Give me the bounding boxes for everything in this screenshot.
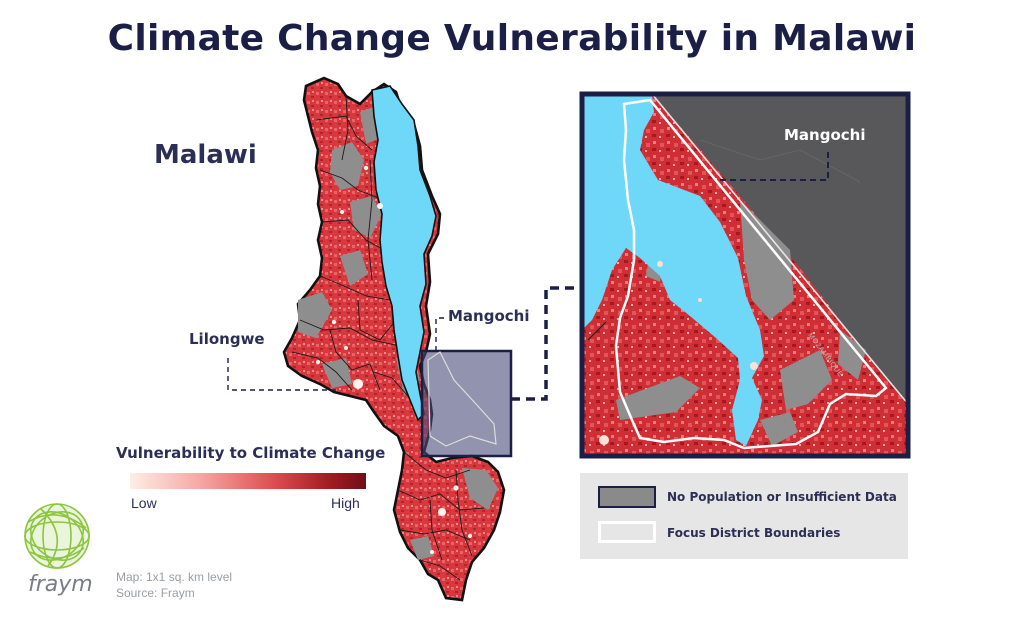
- vulnerability-color-scale: [130, 473, 366, 489]
- page-title: Climate Change Vulnerability in Malawi: [107, 18, 917, 59]
- malawi-outline: [282, 76, 506, 602]
- no-data-swatch: [598, 486, 656, 508]
- inset-district-boundary: [614, 98, 888, 450]
- lilongwe-leader: [227, 358, 340, 391]
- inset-connector: [511, 286, 580, 401]
- legend-low-label: Low: [131, 495, 157, 511]
- legend-high-label: High: [331, 495, 360, 511]
- mangochi-inset-map: [579, 91, 911, 459]
- inset-mangochi-label: Mangochi: [784, 126, 866, 144]
- boundary-legend-label: Focus District Boundaries: [667, 526, 841, 540]
- no-data-legend-label: No Population or Insufficient Data: [667, 490, 897, 504]
- fraym-logo-text: fraym: [28, 572, 93, 597]
- legend-title: Vulnerability to Climate Change: [116, 444, 386, 462]
- mangochi-label: Mangochi: [448, 307, 530, 325]
- source-note: Map: 1x1 sq. km level Source: Fraym: [116, 569, 232, 601]
- globe-logo-icon: [24, 503, 90, 569]
- malawi-map: [282, 76, 506, 602]
- inset-lake: [582, 94, 764, 446]
- source-line-map: Map: 1x1 sq. km level: [116, 570, 233, 584]
- lilongwe-label: Lilongwe: [189, 330, 265, 348]
- mangochi-leader: [435, 317, 444, 352]
- boundary-swatch: [598, 521, 656, 543]
- source-line-source: Source: Fraym: [116, 586, 195, 600]
- map-country-label: Malawi: [154, 140, 257, 170]
- focus-box: [420, 349, 513, 458]
